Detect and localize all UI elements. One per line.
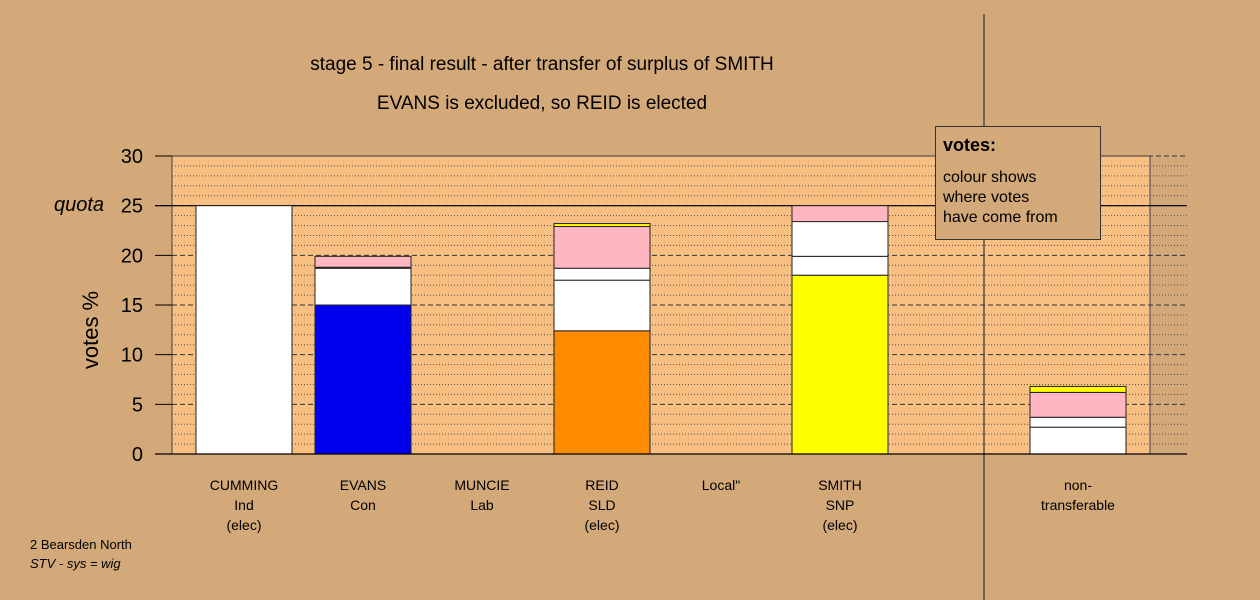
y-tick-label: 20 (121, 245, 143, 267)
legend-line-1: colour shows (943, 169, 1037, 186)
x-category-label: SMITH (818, 477, 862, 493)
bar-segment (791, 205, 889, 223)
bar-segment (553, 223, 651, 228)
y-tick-label: 0 (132, 444, 143, 466)
y-tick-label: 15 (121, 295, 143, 317)
bar-segment (791, 255, 889, 276)
x-category-label: Ind (234, 497, 253, 513)
x-category-label: MUNCIE (454, 477, 509, 493)
y-tick-label: 25 (121, 196, 143, 218)
legend-line-2: where votes (943, 189, 1030, 206)
y-tick-label: 30 (121, 146, 143, 168)
x-category-label: SNP (826, 497, 855, 513)
x-category-label: (elec) (226, 517, 261, 533)
x-category-label: (elec) (584, 517, 619, 533)
legend-box: votes: colour shows where votes have com… (935, 126, 1101, 240)
quota-label: quota (54, 194, 105, 216)
x-category-label: EVANS (340, 477, 386, 493)
x-category-label: transferable (1041, 497, 1115, 513)
x-category-label: Local" (702, 477, 740, 493)
x-category-label: Con (350, 497, 376, 513)
bar-segment (1029, 416, 1127, 428)
x-category-label: CUMMING (210, 477, 278, 493)
y-tick-label: 10 (121, 345, 143, 367)
bar-segment (314, 255, 412, 268)
legend-line-3: have come from (943, 209, 1058, 226)
x-category-label: (elec) (822, 517, 857, 533)
bar-segment (1029, 391, 1127, 418)
footer-system: STV - sys = wig (30, 556, 121, 571)
bar-segment (553, 279, 651, 332)
chart-title-line-2: EVANS is excluded, so REID is elected (376, 93, 708, 114)
chart-title-line-1: stage 5 - final result - after transfer … (310, 54, 774, 75)
bar-segment (791, 274, 889, 455)
bar-segment (791, 221, 889, 257)
footer-ward: 2 Bearsden North (30, 537, 132, 552)
x-category-label: SLD (588, 497, 615, 513)
bar-segment (553, 330, 651, 455)
bar-segment (314, 304, 412, 455)
bar-segment (195, 205, 293, 455)
bar-segment (314, 267, 412, 306)
x-category-label: Lab (470, 497, 494, 513)
bar-segment (553, 267, 651, 281)
bar-segment (1029, 426, 1127, 455)
x-category-label: REID (585, 477, 618, 493)
bar-segment (1029, 385, 1127, 393)
y-axis-label: votes % (78, 290, 103, 370)
bar-segment (553, 226, 651, 269)
x-category-label: non- (1064, 477, 1092, 493)
y-tick-label: 5 (132, 394, 143, 416)
legend-title: votes: (943, 135, 997, 155)
